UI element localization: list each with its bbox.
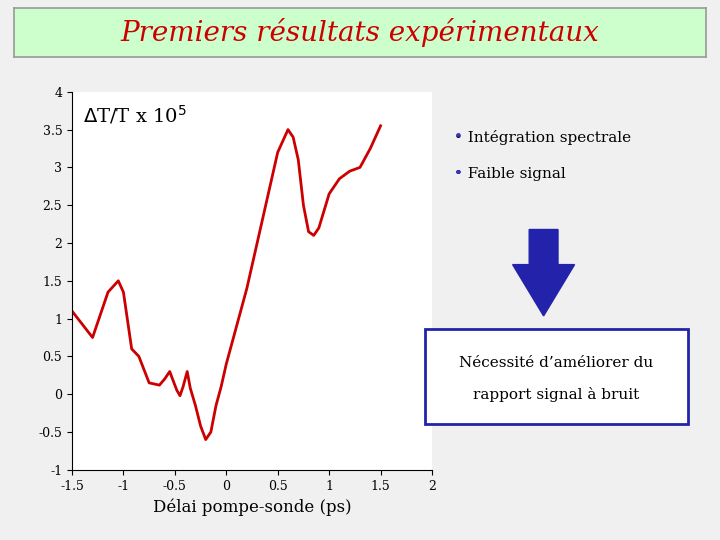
Text: $\Delta$T/T x 10$^5$: $\Delta$T/T x 10$^5$ bbox=[83, 103, 186, 126]
Text: rapport signal à bruit: rapport signal à bruit bbox=[473, 387, 639, 402]
Text: •: • bbox=[454, 167, 462, 181]
X-axis label: Délai pompe-sonde (ps): Délai pompe-sonde (ps) bbox=[153, 498, 351, 516]
FancyBboxPatch shape bbox=[425, 329, 688, 424]
Text: • Faible signal: • Faible signal bbox=[454, 167, 565, 181]
Text: Premiers résultats expérimentaux: Premiers résultats expérimentaux bbox=[121, 18, 599, 47]
Text: Nécessité d’améliorer du: Nécessité d’améliorer du bbox=[459, 356, 653, 370]
Text: •: • bbox=[454, 130, 462, 144]
Polygon shape bbox=[513, 230, 575, 316]
Text: • Intégration spectrale: • Intégration spectrale bbox=[454, 130, 631, 145]
